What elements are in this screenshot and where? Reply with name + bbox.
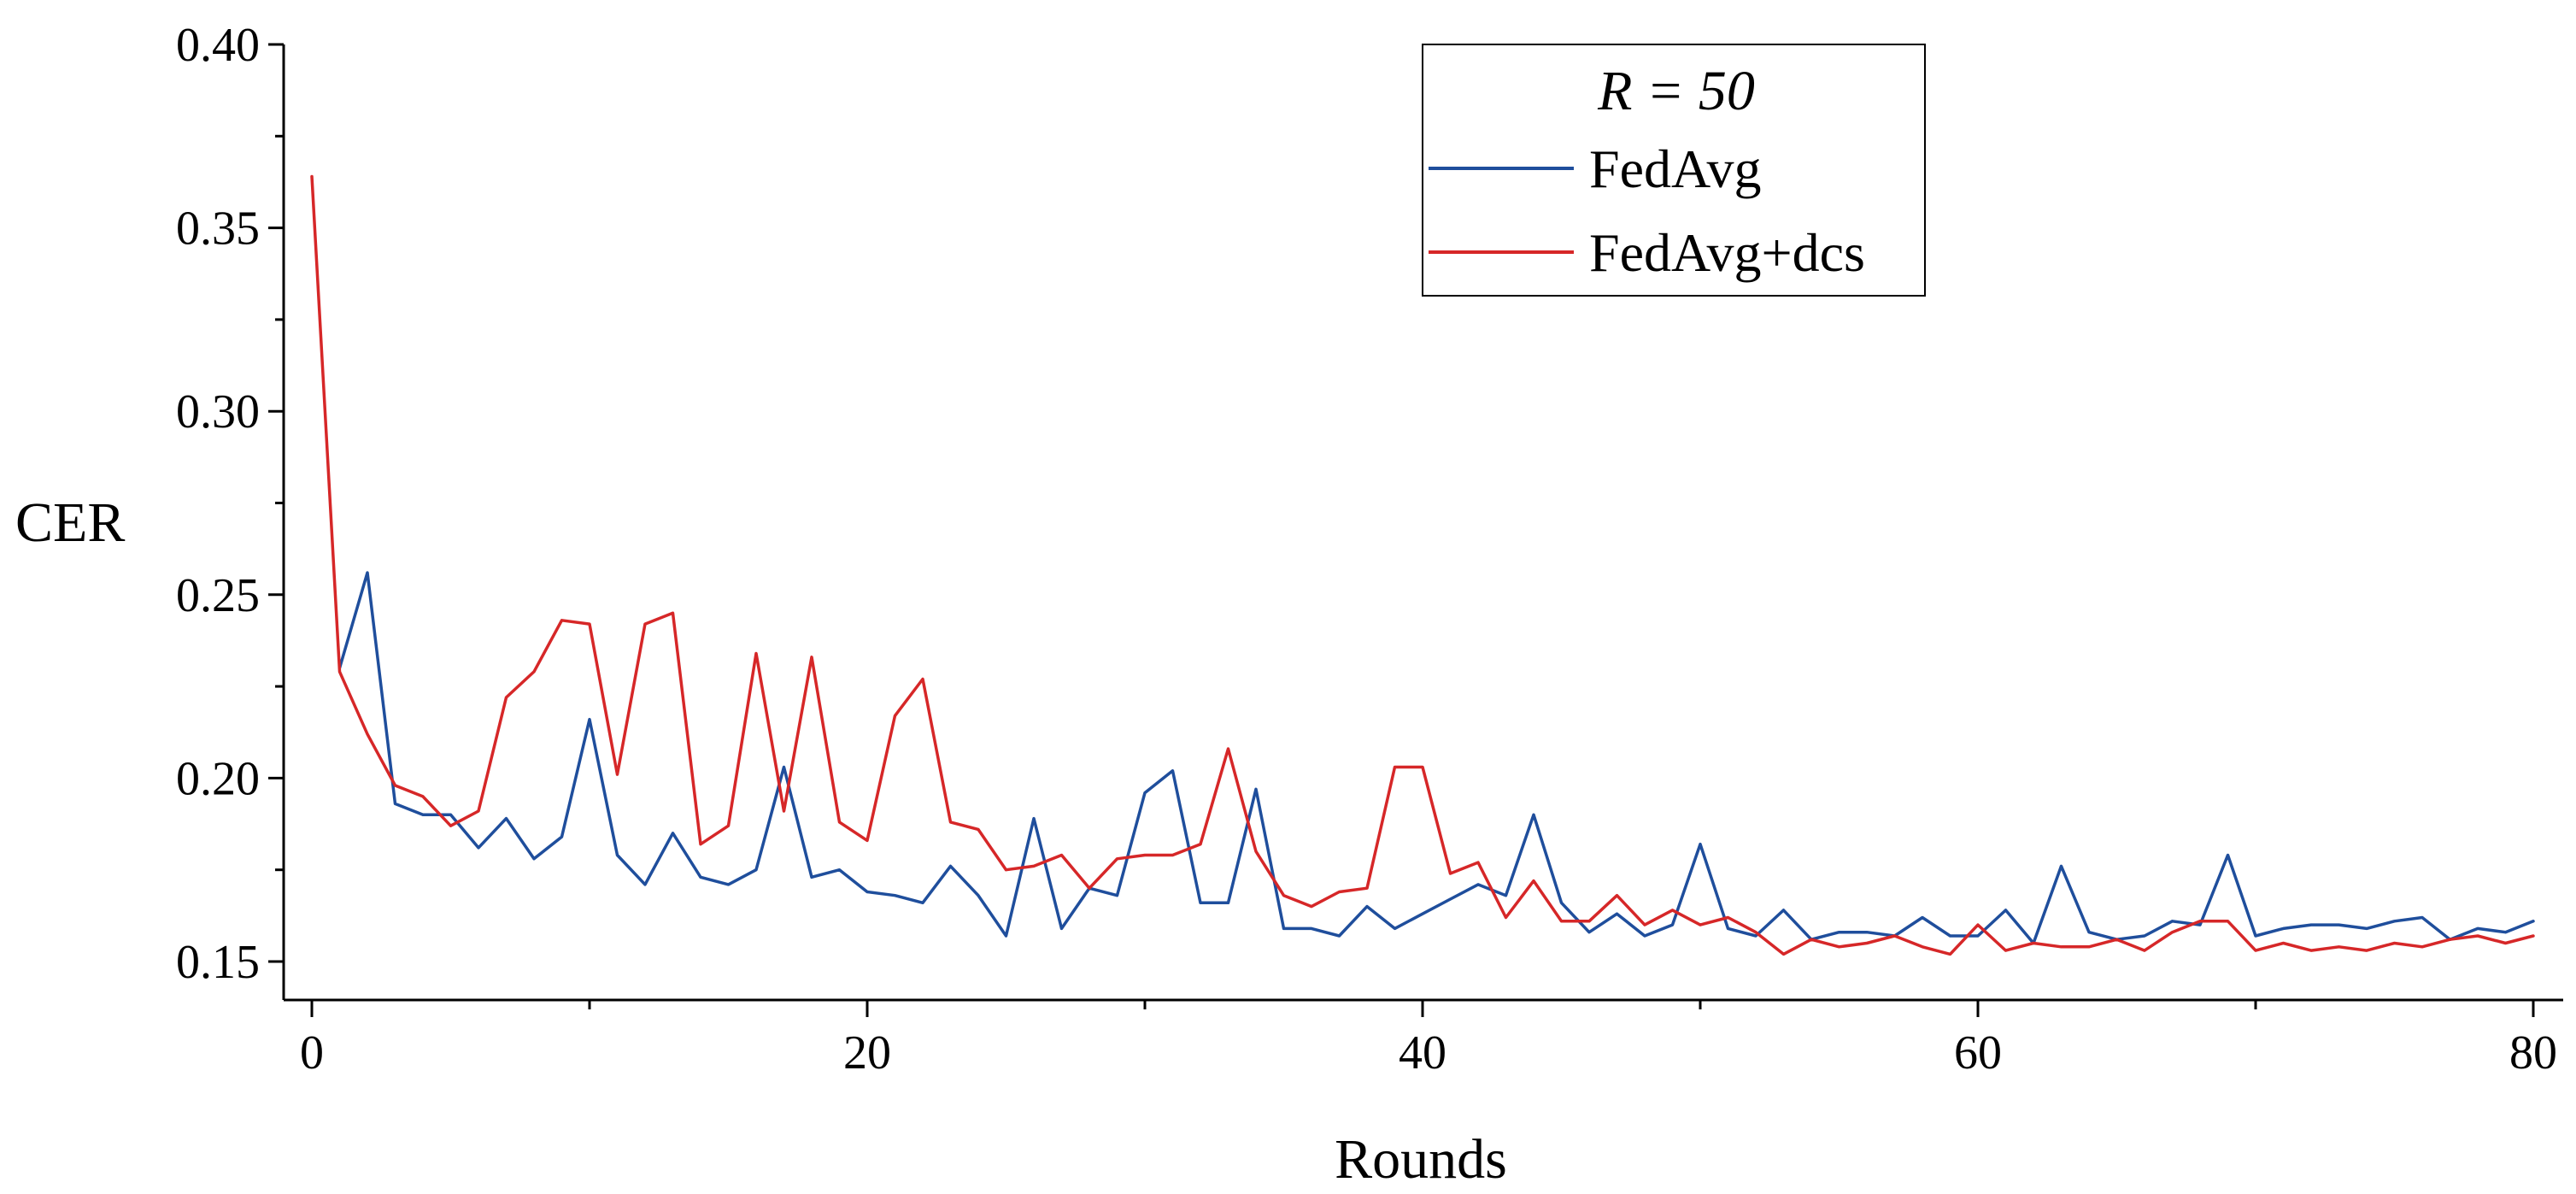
x-axis-ticks: 0 20 40 60 80: [300, 1000, 2557, 1079]
y-tick-label: 0.35: [176, 203, 260, 256]
x-tick-label: 0: [300, 1026, 324, 1079]
y-axis-ticks: 0.15 0.20 0.25 0.30 0.35 0.40: [176, 19, 284, 989]
series-layer: [310, 174, 2535, 956]
x-tick-label: 80: [2509, 1026, 2557, 1079]
legend-title: R = 50: [1597, 60, 1755, 122]
x-axis-title: Rounds: [1335, 1128, 1507, 1191]
y-tick-label: 0.15: [176, 936, 260, 989]
y-tick-label: 0.40: [176, 19, 260, 72]
series-line-fedavg: [337, 571, 2535, 945]
legend-label-fedavg: FedAvg: [1589, 138, 1761, 199]
plot-area: 0.15 0.20 0.25 0.30 0.35 0.40 0 20 40 60 80: [176, 19, 2563, 1079]
series-line-fedavg-dcs: [310, 174, 2535, 956]
legend-label-fedavg-dcs: FedAvg+dcs: [1589, 222, 1865, 283]
y-tick-label: 0.25: [176, 569, 260, 622]
y-tick-label: 0.20: [176, 752, 260, 805]
x-tick-label: 60: [1954, 1026, 2002, 1079]
y-axis-title: CER: [15, 491, 125, 554]
legend-entries: FedAvg FedAvg+dcs: [1429, 138, 1865, 283]
x-tick-label: 20: [843, 1026, 891, 1079]
x-tick-label: 40: [1399, 1026, 1446, 1079]
legend: R = 50 FedAvg FedAvg+dcs: [1422, 44, 1926, 297]
y-tick-label: 0.30: [176, 385, 260, 438]
